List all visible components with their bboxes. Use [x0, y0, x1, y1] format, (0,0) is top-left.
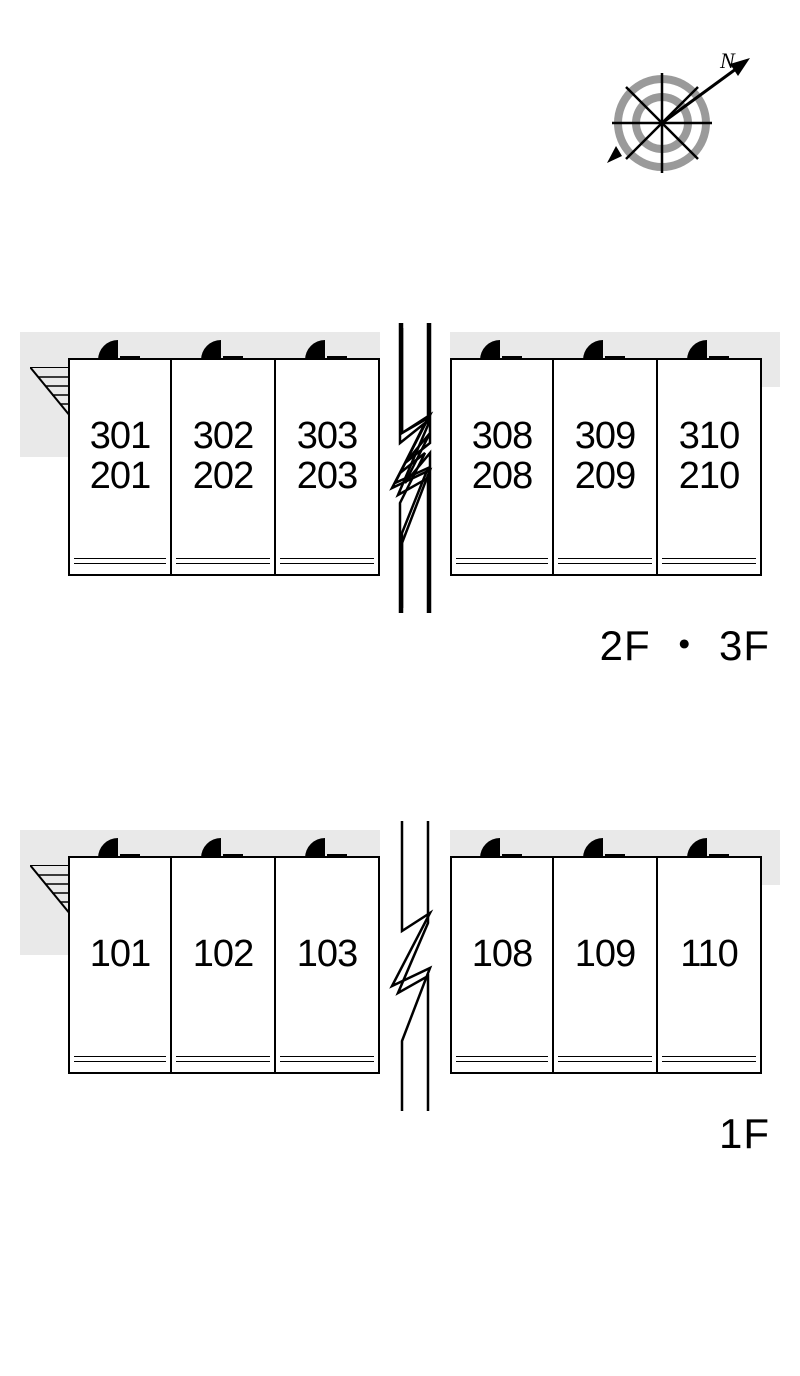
window-icon [558, 1056, 652, 1062]
window-icon [280, 558, 374, 564]
unit-108: 108 [450, 856, 554, 1074]
room-number: 301 [90, 417, 150, 457]
door-icon [199, 836, 247, 858]
door-icon [303, 836, 351, 858]
unit-label: 309 209 [575, 417, 635, 497]
unit-101: 101 [68, 856, 172, 1074]
unit-label: 303 203 [297, 417, 357, 497]
room-number: 101 [90, 935, 150, 975]
room-number: 202 [193, 457, 253, 497]
room-number: 203 [297, 457, 357, 497]
unit-309-209: 309 209 [554, 358, 658, 576]
window-icon [456, 1056, 548, 1062]
compass-rose: N [602, 48, 752, 178]
compass-label: N [719, 48, 736, 73]
window-icon [456, 558, 548, 564]
unit-label: 301 201 [90, 417, 150, 497]
door-icon [478, 836, 526, 858]
door-icon [478, 338, 526, 360]
room-number: 208 [472, 457, 532, 497]
unit-label: 110 [680, 935, 738, 975]
room-number: 209 [575, 457, 635, 497]
units-row: 301 201 302 202 303 203 [68, 358, 762, 576]
room-number: 310 [679, 417, 739, 457]
door-icon [96, 338, 144, 360]
unit-label: 302 202 [193, 417, 253, 497]
room-number: 308 [472, 417, 532, 457]
units-row: 101 102 103 [68, 856, 762, 1074]
room-number: 309 [575, 417, 635, 457]
door-icon [199, 338, 247, 360]
unit-310-210: 310 210 [658, 358, 762, 576]
floor-label-upper: 2F ・ 3F [600, 612, 770, 673]
window-icon [280, 1056, 374, 1062]
unit-303-203: 303 203 [276, 358, 380, 576]
room-number: 201 [90, 457, 150, 497]
door-icon [685, 338, 733, 360]
unit-label: 109 [575, 935, 635, 975]
unit-label: 310 210 [679, 417, 739, 497]
window-icon [74, 558, 166, 564]
unit-103: 103 [276, 856, 380, 1074]
window-icon [662, 558, 756, 564]
room-number: 109 [575, 935, 635, 975]
door-icon [96, 836, 144, 858]
window-icon [176, 1056, 270, 1062]
break-symbol [380, 358, 450, 576]
room-number: 110 [680, 935, 738, 975]
window-icon [74, 1056, 166, 1062]
break-symbol [380, 856, 450, 1074]
unit-301-201: 301 201 [68, 358, 172, 576]
floor-label-lower: 1F [719, 1110, 770, 1158]
unit-label: 308 208 [472, 417, 532, 497]
window-icon [558, 558, 652, 564]
door-icon [581, 338, 629, 360]
room-number: 108 [472, 935, 532, 975]
room-number: 210 [679, 457, 739, 497]
unit-label: 103 [297, 935, 357, 975]
unit-label: 101 [90, 935, 150, 975]
room-number: 103 [297, 935, 357, 975]
window-icon [662, 1056, 756, 1062]
unit-110: 110 [658, 856, 762, 1074]
unit-label: 108 [472, 935, 532, 975]
unit-302-202: 302 202 [172, 358, 276, 576]
door-icon [303, 338, 351, 360]
unit-label: 102 [193, 935, 253, 975]
room-number: 302 [193, 417, 253, 457]
unit-102: 102 [172, 856, 276, 1074]
unit-109: 109 [554, 856, 658, 1074]
window-icon [176, 558, 270, 564]
room-number: 102 [193, 935, 253, 975]
door-icon [685, 836, 733, 858]
door-icon [581, 836, 629, 858]
unit-308-208: 308 208 [450, 358, 554, 576]
room-number: 303 [297, 417, 357, 457]
